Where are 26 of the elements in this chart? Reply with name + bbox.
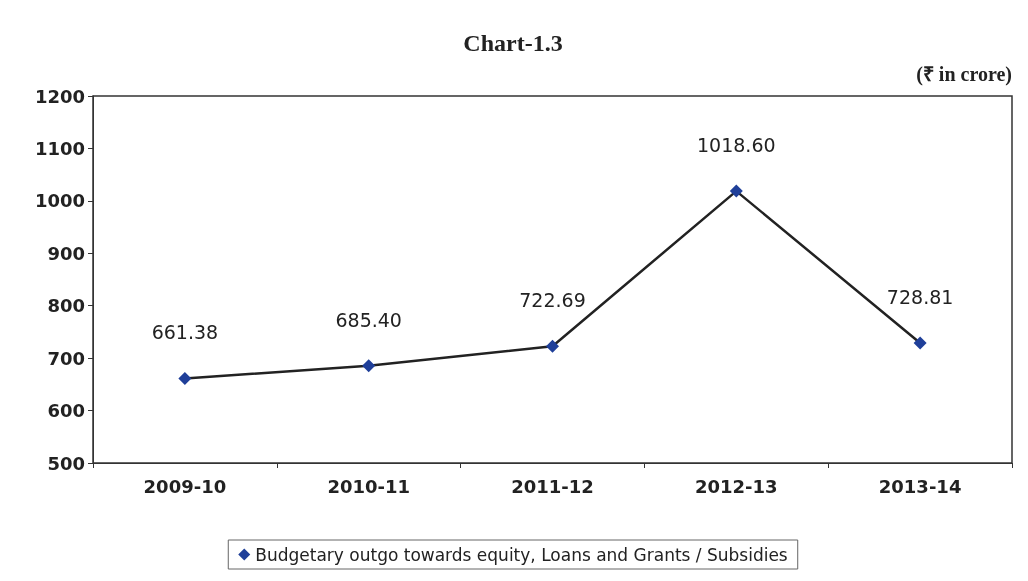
y-tick-label: 600	[47, 400, 85, 422]
data-label: 1018.60	[697, 134, 776, 157]
data-label: 685.40	[335, 308, 402, 331]
chart-title: Chart-1.3	[463, 30, 563, 56]
point	[546, 339, 559, 353]
data-label: 722.69	[519, 289, 586, 312]
y-tick-label: 800	[47, 295, 85, 317]
point	[913, 336, 927, 350]
point	[178, 371, 192, 385]
text: (₹ in crore)	[916, 63, 1013, 86]
y-tick-label: 1200	[34, 85, 85, 107]
y-tick-label: 500	[47, 452, 85, 474]
x-tick-label: 2010-11	[327, 475, 411, 497]
x-tick-label: 2013-14	[878, 475, 962, 497]
y-tick-label: 1100	[34, 137, 85, 159]
point	[362, 359, 376, 373]
x-tick-label: 2011-12	[511, 475, 594, 497]
x-tick-label: 2012-13	[694, 475, 778, 497]
data-label: 661.38	[151, 321, 219, 344]
y-tick-label: 1000	[34, 190, 85, 212]
point	[729, 184, 743, 198]
y-tick-label: 900	[47, 242, 85, 264]
y-tick-label: 700	[47, 347, 85, 369]
x-tick-label: 2009-10	[143, 475, 227, 497]
data-label: 728.81	[886, 286, 954, 309]
legend-label: Budgetary outgo towards equity, Loans and Grants / Subsidies	[255, 544, 788, 565]
